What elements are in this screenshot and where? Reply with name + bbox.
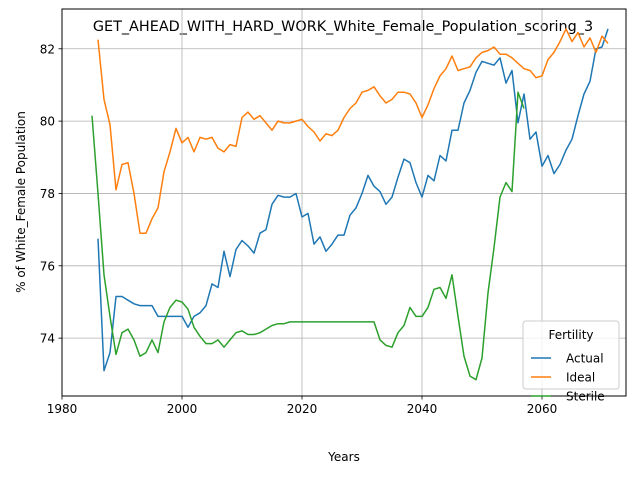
grid-lines — [61, 9, 626, 396]
x-tick-label: 2000 — [167, 402, 198, 416]
series-line-actual — [97, 28, 609, 372]
y-axis: 74 76 78 80 82 — [40, 42, 62, 346]
legend-box — [522, 320, 620, 390]
x-tick-label: 2020 — [287, 402, 318, 416]
series-line-ideal — [97, 28, 609, 234]
series-line-sterile — [91, 91, 525, 381]
chart-title: GET_AHEAD_WITH_HARD_WORK_White_Female_Po… — [93, 19, 593, 35]
x-axis: 1980 2000 2020 2040 2060 — [47, 396, 558, 416]
legend-label-sterile: Sterile — [566, 390, 605, 404]
legend-entries: Actual Ideal Sterile — [531, 352, 605, 404]
x-tick-label: 1980 — [47, 402, 78, 416]
y-tick-label: 80 — [40, 115, 55, 129]
legend: Fertility Actual Ideal Sterile — [522, 320, 620, 404]
legend-title: Fertility — [548, 328, 593, 342]
y-tick-label: 76 — [40, 259, 55, 273]
y-tick-label: 82 — [40, 42, 55, 56]
series-lines — [91, 28, 609, 381]
plot-frame — [61, 8, 627, 397]
y-tick-label: 78 — [40, 187, 55, 201]
legend-label-actual: Actual — [566, 352, 604, 366]
x-axis-label: Years — [327, 450, 360, 464]
x-tick-label: 2040 — [407, 402, 438, 416]
x-tick-label: 2060 — [527, 402, 558, 416]
legend-label-ideal: Ideal — [566, 371, 595, 385]
y-tick-label: 74 — [40, 332, 55, 346]
y-axis-label: % of White_Female Population — [14, 111, 28, 293]
